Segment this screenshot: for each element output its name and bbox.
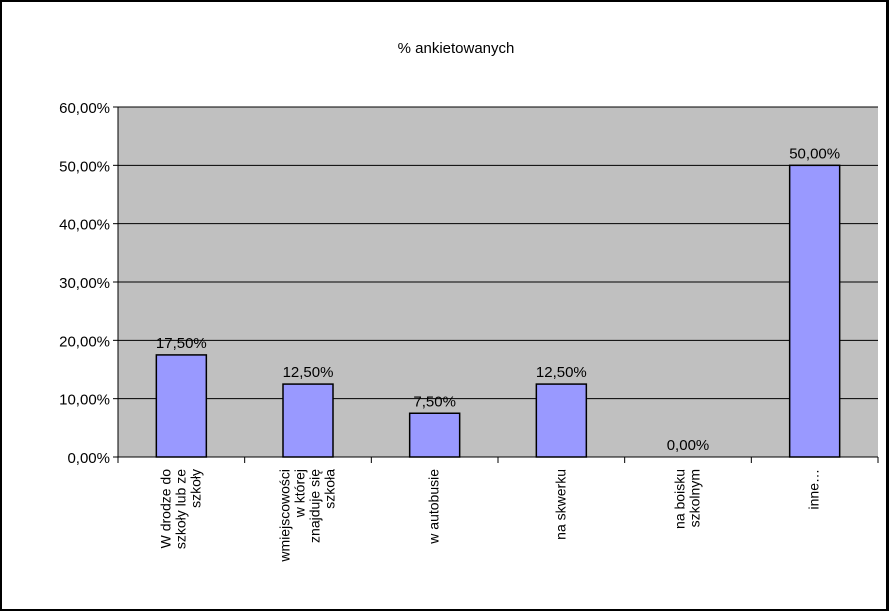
x-axis-category-labels: W drodze do szkoły lub ze szkoły wmiejscowo… bbox=[157, 469, 821, 563]
x-category-label-line: szkoły bbox=[187, 469, 203, 508]
x-category-label-line: na boisku bbox=[672, 469, 688, 529]
data-label: 50,00% bbox=[789, 145, 840, 162]
x-category-label-line: szkoły lub ze bbox=[172, 469, 188, 549]
x-category-label-line: inne… bbox=[806, 469, 822, 509]
x-axis-ticks bbox=[117, 457, 879, 463]
bar bbox=[155, 354, 208, 458]
x-category-label: na boisku szkolnym bbox=[672, 469, 703, 529]
chart-title: % ankietowanych bbox=[398, 40, 515, 57]
bar bbox=[408, 412, 461, 458]
gridlines bbox=[118, 106, 878, 400]
x-category-label-line: szkolnym bbox=[687, 469, 703, 527]
y-tick-label: 0,00% bbox=[67, 450, 110, 467]
y-tick-label: 50,00% bbox=[59, 158, 110, 175]
x-category-label: w autobusie bbox=[426, 469, 442, 545]
y-tick-label: 30,00% bbox=[59, 275, 110, 292]
data-label: 12,50% bbox=[283, 364, 334, 381]
x-category-label: inne… bbox=[806, 469, 822, 509]
x-category-label: wmiejscowości w której znajduje się szkoła bbox=[277, 469, 338, 563]
y-tick-label: 10,00% bbox=[59, 392, 110, 409]
x-category-label-line: znajduje się bbox=[307, 469, 323, 543]
bar bbox=[535, 383, 588, 458]
data-label: 0,00% bbox=[667, 437, 710, 454]
y-tick-label: 20,00% bbox=[59, 333, 110, 350]
data-label: 7,50% bbox=[413, 393, 456, 410]
bars bbox=[155, 164, 841, 458]
y-tick-label: 40,00% bbox=[59, 217, 110, 234]
x-category-label-line: na skwerku bbox=[552, 469, 568, 540]
x-category-label-line: szkoła bbox=[322, 469, 338, 509]
y-axis-ticks: 0,00% 10,00% 20,00% 30,00% 40,00% 50,00% 60,00… bbox=[59, 100, 118, 467]
x-category-label-line: W drodze do bbox=[157, 469, 173, 549]
y-tick-label: 60,00% bbox=[59, 100, 110, 117]
x-category-label-line: w autobusie bbox=[426, 469, 442, 545]
data-label: 17,50% bbox=[156, 335, 207, 352]
x-category-label: na skwerku bbox=[552, 469, 568, 540]
x-category-label-line: w której bbox=[292, 469, 308, 518]
data-label: 12,50% bbox=[536, 364, 587, 381]
x-category-label-line: wmiejscowości bbox=[277, 469, 293, 563]
data-labels: 17,50% 12,50% 7,50% 12,50% 0,00% 50,00% bbox=[156, 145, 840, 454]
x-category-label: W drodze do szkoły lub ze szkoły bbox=[157, 469, 203, 549]
bar bbox=[282, 383, 334, 458]
bar bbox=[788, 164, 841, 458]
